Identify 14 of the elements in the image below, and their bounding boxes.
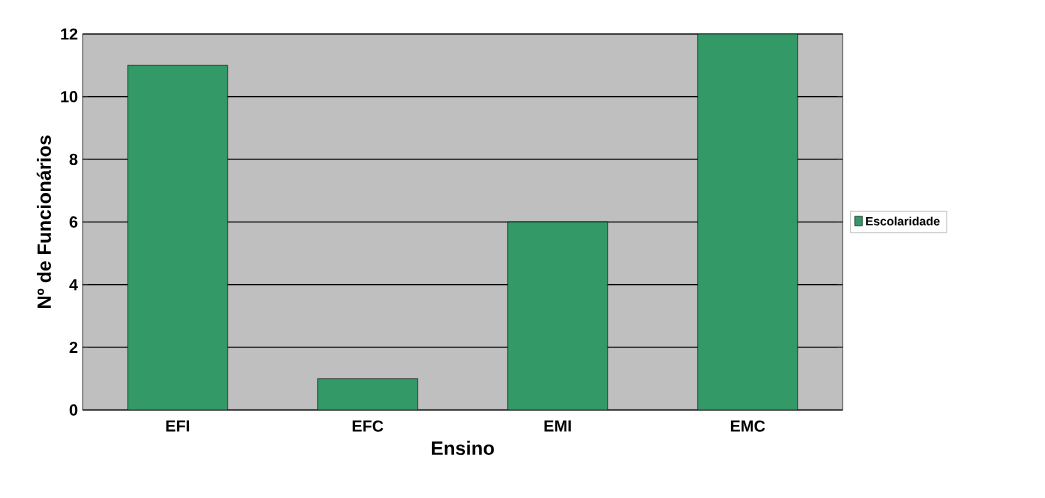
- y-tick-label: 10: [61, 90, 78, 103]
- x-tick-label: EMI: [544, 420, 571, 432]
- x-tick-label: EMC: [730, 420, 766, 432]
- y-tick-label: 12: [61, 28, 78, 40]
- y-tick-label: 6: [69, 216, 78, 228]
- y-tick-label: 8: [69, 153, 78, 165]
- y-tick-label: 0: [69, 404, 78, 416]
- y-tick-label: 2: [69, 341, 78, 353]
- legend-label: Escolaridade: [866, 216, 940, 226]
- x-tick-label: EFC: [352, 420, 384, 432]
- x-axis-title: Ensino: [431, 440, 494, 455]
- y-tick-label: 4: [69, 279, 78, 291]
- x-tick-label: EFI: [166, 420, 190, 432]
- y-axis-title: Nº de Funcionários: [36, 135, 52, 308]
